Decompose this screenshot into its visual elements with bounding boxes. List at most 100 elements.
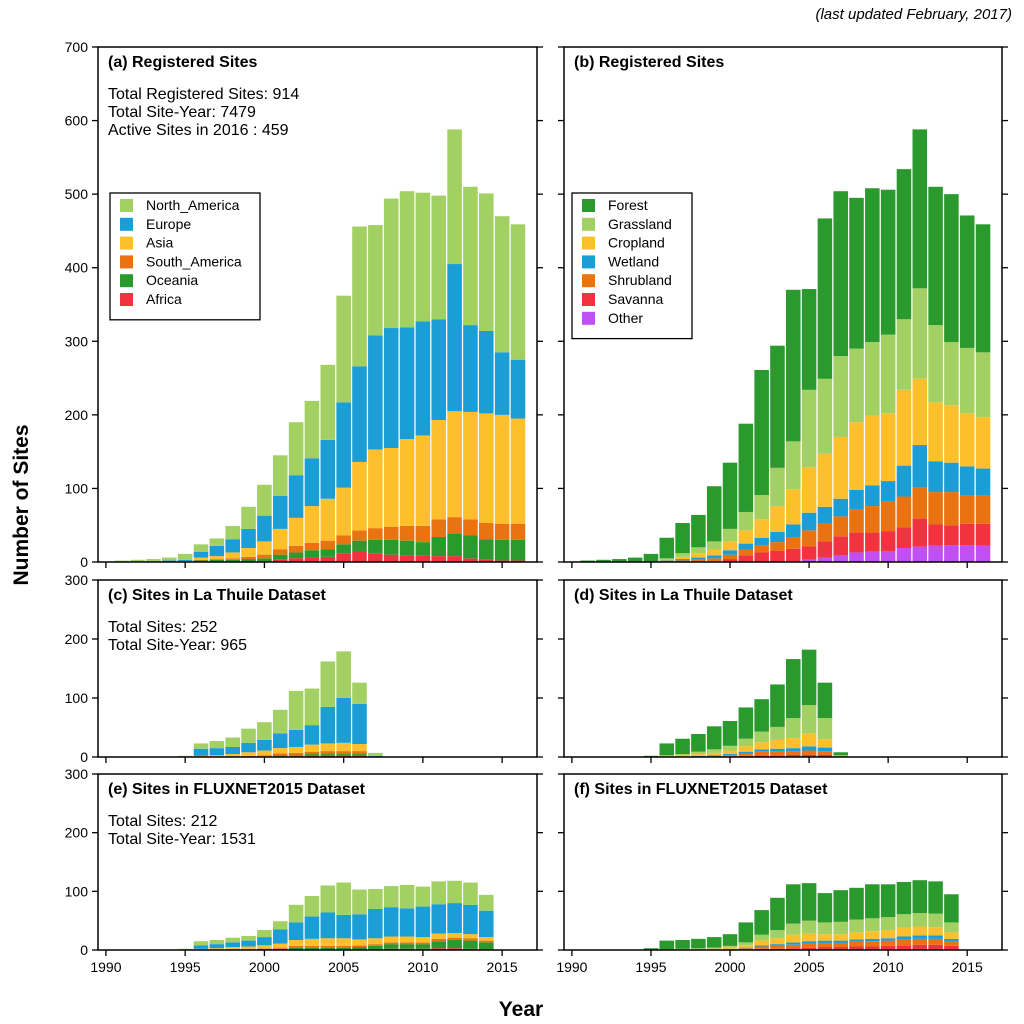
- legend-swatch-africa: [120, 293, 133, 306]
- bar-d-wetland-2002: [754, 749, 769, 752]
- bar-b-grassland-2011: [896, 319, 912, 390]
- legend-label-north_america: North_America: [146, 197, 240, 213]
- bar-c-asia-2004: [320, 743, 336, 752]
- ytick-label-c: 200: [65, 631, 89, 647]
- bar-b-forest-2009: [865, 188, 880, 343]
- bar-f-grassland-2001: [738, 942, 754, 946]
- bar-d-cropland-2004: [786, 738, 801, 749]
- ytick-label-a: 500: [65, 186, 89, 202]
- ytick-label-e: 300: [65, 766, 89, 782]
- bar-b-shrubland-2004: [786, 537, 801, 549]
- bar-d-forest-2006: [817, 682, 833, 719]
- bar-b-other-2015: [959, 545, 975, 562]
- bar-f-savanna-2013: [928, 944, 943, 950]
- bar-d-grassland-2007: [833, 755, 848, 757]
- bar-c-north_america-2003: [304, 688, 320, 726]
- bar-d-shrubland-2004: [786, 751, 801, 755]
- bar-b-wetland-2006: [817, 506, 833, 524]
- bar-f-shrubland-2002: [754, 946, 769, 949]
- bar-b-grassland-2016: [975, 352, 991, 418]
- bar-a-asia-2000: [257, 541, 272, 555]
- bar-f-shrubland-2001: [738, 948, 754, 950]
- bar-f-wetland-2008: [849, 939, 864, 942]
- bar-f-shrubland-2005: [801, 943, 817, 948]
- bar-c-europe-2007: [368, 755, 383, 757]
- bar-f-cropland-2012: [912, 926, 928, 936]
- bar-d-savanna-2005: [801, 754, 817, 757]
- bar-e-oceania-2014: [478, 942, 494, 950]
- bar-a-north_america-2009: [399, 191, 415, 328]
- bar-a-south_america-2015: [494, 523, 510, 540]
- bar-f-grassland-2010: [880, 917, 896, 931]
- bar-b-grassland-1996: [659, 558, 675, 560]
- bar-a-europe-2016: [510, 359, 526, 419]
- bar-a-north_america-1996: [193, 544, 209, 552]
- bar-c-asia-2000: [257, 750, 272, 756]
- bar-b-shrubland-2002: [754, 545, 769, 553]
- legend-swatch-forest: [582, 199, 595, 212]
- bar-b-grassland-1999: [706, 541, 722, 550]
- bar-b-cropland-2005: [801, 467, 817, 513]
- bar-b-forest-2003: [770, 345, 785, 468]
- bar-e-oceania-2007: [368, 945, 383, 950]
- bar-b-wetland-2013: [928, 461, 943, 493]
- bar-a-oceania-2010: [415, 542, 431, 556]
- bar-a-africa-2013: [463, 558, 478, 562]
- bar-b-other-2013: [928, 545, 943, 562]
- bar-b-wetland-2016: [975, 468, 991, 496]
- bar-a-north_america-2003: [304, 400, 320, 459]
- bar-c-south_america-2005: [336, 751, 351, 755]
- bar-e-asia-2007: [368, 938, 383, 945]
- bar-e-south_america-2001: [272, 947, 288, 949]
- bar-e-europe-2005: [336, 914, 351, 939]
- bar-f-savanna-2007: [833, 947, 848, 950]
- bar-b-cropland-1998: [691, 553, 706, 558]
- bar-e-europe-2008: [383, 907, 399, 937]
- bar-a-africa-2001: [272, 559, 288, 562]
- bar-a-oceania-1998: [225, 559, 241, 562]
- bar-f-savanna-2012: [912, 944, 928, 950]
- bar-a-north_america-2002: [288, 422, 304, 476]
- panel-annotation-a: Total Site-Year: 7479: [108, 104, 256, 121]
- bar-e-south_america-2007: [368, 944, 383, 946]
- bar-f-grassland-2002: [754, 934, 769, 941]
- bar-f-wetland-2007: [833, 940, 848, 943]
- bar-d-grassland-2003: [770, 726, 785, 740]
- bar-c-north_america-2002: [288, 690, 304, 730]
- bar-e-north_america-1996: [193, 941, 209, 946]
- bar-a-asia-2006: [352, 461, 367, 531]
- bar-b-forest-2001: [738, 423, 754, 512]
- bar-a-north_america-1994: [162, 557, 177, 561]
- bar-d-wetland-1999: [706, 755, 722, 757]
- bar-f-forest-1997: [675, 940, 690, 949]
- bar-a-south_america-1999: [241, 556, 256, 560]
- bar-f-forest-2013: [928, 881, 943, 914]
- bar-c-north_america-1996: [193, 743, 209, 749]
- bar-c-oceania-2003: [304, 754, 320, 756]
- bar-d-shrubland-2006: [817, 751, 833, 755]
- bar-a-oceania-2000: [257, 558, 272, 562]
- bar-c-south_america-2001: [272, 753, 288, 756]
- bar-e-europe-2011: [431, 904, 447, 934]
- bar-f-savanna-2005: [801, 947, 817, 950]
- bar-b-shrubland-2011: [896, 496, 912, 528]
- xtick-label-f: 1990: [556, 959, 587, 975]
- bar-a-north_america-1997: [209, 538, 225, 546]
- bar-b-other-2007: [833, 555, 848, 562]
- bar-b-shrubland-2009: [865, 506, 880, 533]
- bar-e-asia-1997: [209, 948, 225, 950]
- bar-d-forest-2001: [738, 707, 754, 739]
- bar-d-wetland-2000: [722, 754, 738, 756]
- bar-e-europe-1999: [241, 940, 256, 947]
- legend-swatch-europe: [120, 217, 133, 231]
- bar-a-north_america-1995: [177, 553, 193, 560]
- bar-e-north_america-2001: [272, 921, 288, 930]
- bar-b-wetland-2009: [865, 485, 880, 507]
- bar-d-wetland-2001: [738, 751, 754, 754]
- legend-swatch-oceania: [120, 274, 133, 288]
- bar-b-grassland-2005: [801, 389, 817, 468]
- bar-b-shrubland-2015: [959, 495, 975, 524]
- xtick-label-e: 2010: [407, 959, 438, 975]
- bar-a-africa-2011: [431, 556, 447, 562]
- bar-a-europe-2003: [304, 458, 320, 507]
